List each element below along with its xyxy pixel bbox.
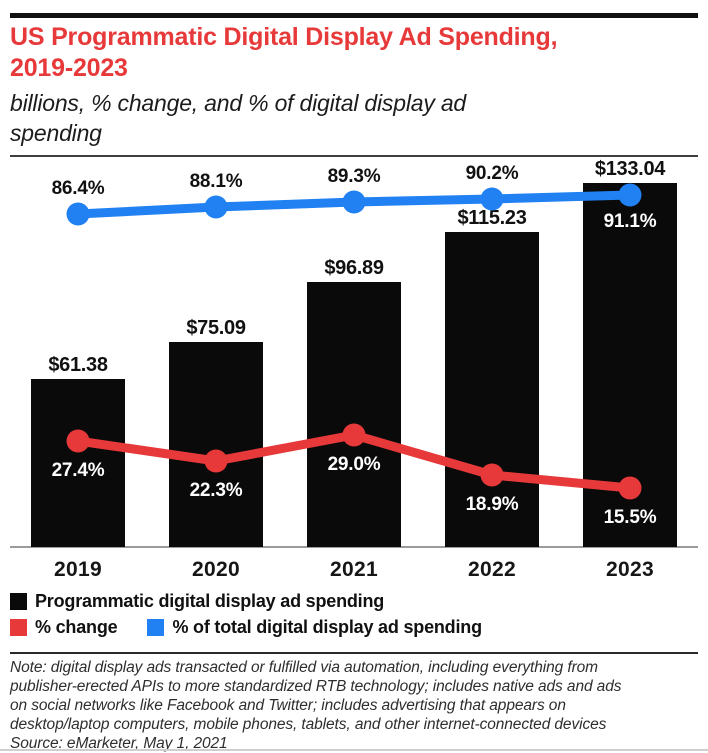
note-line: Note: digital display ads transacted or … — [10, 659, 598, 676]
legend-item-2: % of total digital display ad spending — [147, 617, 482, 638]
bar-2023 — [583, 183, 677, 547]
chart-title-line2: 2019-2023 — [10, 54, 128, 82]
top-rule — [10, 13, 698, 18]
pct-of-total-point-2020 — [204, 195, 228, 219]
x-axis-label-2021: 2021 — [330, 558, 378, 581]
pct-of-total-label-2019: 86.4% — [51, 178, 105, 199]
chart-subtitle-line2: spending — [10, 120, 102, 146]
bar-value-label-2019: $61.38 — [48, 354, 108, 376]
header-divider — [10, 155, 698, 157]
bar-value-label-2020: $75.09 — [186, 317, 246, 339]
pct-change-label-2020: 22.3% — [189, 480, 243, 501]
legend-label: % change — [35, 617, 118, 637]
legend-item-0: Programmatic digital display ad spending — [10, 591, 384, 612]
pct-change-label-2022: 18.9% — [465, 494, 519, 515]
pct-of-total-point-2021 — [342, 190, 366, 214]
chart-subtitle-line1: billions, % change, and % of digital dis… — [10, 90, 467, 116]
note-divider — [10, 652, 698, 654]
x-axis-line — [10, 546, 698, 548]
legend-swatch-icon — [10, 619, 27, 636]
chart-subtitle: billions, % change, and % of digital dis… — [10, 88, 698, 148]
note-text: Note: digital display ads transacted or … — [10, 658, 704, 753]
pct-of-total-label-2022: 90.2% — [465, 163, 519, 184]
x-axis-label-2022: 2022 — [468, 558, 516, 581]
legend-swatch-icon — [147, 619, 165, 636]
x-axis-label-2020: 2020 — [192, 558, 240, 581]
pct-of-total-label-2021: 89.3% — [327, 166, 381, 187]
x-axis-label-2023: 2023 — [606, 558, 654, 581]
bar-2021 — [307, 282, 401, 547]
bottom-rule — [0, 749, 708, 751]
pct-of-total-label-2023: 91.1% — [603, 211, 657, 232]
legend-row-2: % change % of total digital display ad sp… — [10, 617, 512, 638]
pct-of-total-point-2019 — [66, 202, 90, 226]
legend-row-1: Programmatic digital display ad spending — [10, 591, 414, 612]
bar-value-label-2021: $96.89 — [324, 257, 384, 279]
pct-change-label-2019: 27.4% — [51, 460, 105, 481]
pct-of-total-label-2020: 88.1% — [189, 171, 243, 192]
source-line: Source: eMarketer, May 1, 2021 — [10, 735, 228, 752]
note-line: publisher-erected APIs to more standardi… — [10, 678, 622, 695]
chart-title-line1: US Programmatic Digital Display Ad Spend… — [10, 23, 558, 51]
legend-swatch-icon — [10, 593, 27, 610]
bar-2022 — [445, 232, 539, 547]
legend-label: % of total digital display ad spending — [172, 617, 482, 637]
pct-change-label-2021: 29.0% — [327, 454, 381, 475]
chart-title: US Programmatic Digital Display Ad Spend… — [10, 22, 698, 84]
x-axis-label-2019: 2019 — [54, 558, 102, 581]
pct-change-label-2023: 15.5% — [603, 507, 657, 528]
chart-plot-area: $61.38 $75.09 $96.89 $115.23 $133.04 27.4% 22.… — [0, 158, 708, 592]
bar-2020 — [169, 342, 263, 547]
legend-label: Programmatic digital display ad spending — [35, 591, 385, 611]
note-line: desktop/laptop computers, mobile phones,… — [10, 716, 607, 733]
bar-value-label-2022: $115.23 — [457, 207, 527, 229]
bar-value-label-2023: $133.04 — [594, 158, 666, 180]
note-line: on social networks like Facebook and Twi… — [10, 697, 566, 714]
legend-item-1: % change — [10, 617, 118, 638]
